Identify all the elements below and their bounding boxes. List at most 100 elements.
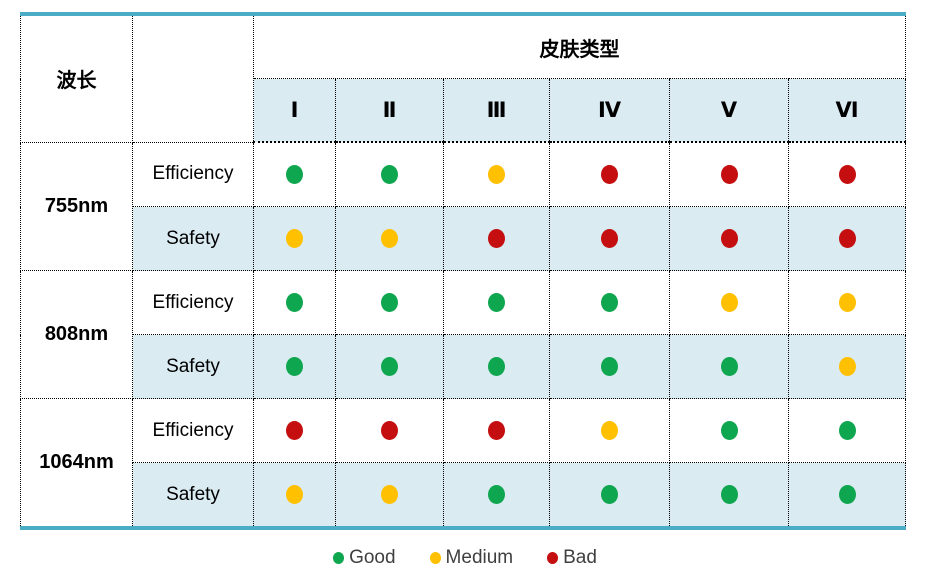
skin-type-col-2: Ⅱ — [335, 78, 444, 143]
legend-label: Good — [349, 547, 396, 568]
legend-label: Medium — [445, 547, 514, 568]
rating-cell — [253, 270, 336, 335]
good-dot-icon — [286, 293, 303, 312]
bad-dot-icon — [838, 229, 856, 248]
good-dot-icon — [286, 165, 303, 184]
wavelength-cell: 808nm — [20, 270, 133, 399]
medium-dot-icon — [601, 421, 618, 440]
bad-dot-icon — [381, 421, 398, 440]
skin-type-col-6: Ⅵ — [788, 78, 906, 143]
rating-cell — [788, 334, 906, 399]
rating-cell — [443, 270, 550, 335]
good-dot-icon — [601, 485, 618, 504]
good-dot-icon — [601, 293, 618, 312]
legend-item-good: Good — [333, 547, 396, 569]
rating-cell — [788, 142, 906, 207]
medium-dot-icon — [488, 165, 505, 184]
medium-dot-icon — [720, 293, 738, 312]
bad-dot-icon — [488, 421, 505, 440]
good-dot-icon — [381, 165, 398, 184]
skin-type-col-1: Ⅰ — [253, 78, 336, 143]
bad-dot-icon — [488, 229, 505, 248]
rating-cell — [443, 334, 550, 399]
legend: Good Medium Bad — [0, 547, 930, 569]
header-row-skin-types: Ⅰ Ⅱ Ⅲ Ⅳ Ⅴ Ⅵ — [21, 78, 906, 143]
rating-cell — [788, 398, 906, 463]
rating-cell — [549, 398, 670, 463]
good-dot-icon — [381, 293, 398, 312]
good-dot-icon — [838, 485, 856, 504]
rating-cell — [443, 142, 550, 207]
legend-item-medium: Medium — [429, 547, 514, 569]
wavelength-cell: 1064nm — [20, 398, 133, 529]
bad-dot-icon — [720, 165, 738, 184]
medium-dot-icon — [381, 485, 398, 504]
rating-cell — [788, 206, 906, 271]
row-1064nm-safety: Safety — [21, 462, 906, 529]
skin-type-col-4: Ⅳ — [549, 78, 670, 143]
rating-cell — [253, 142, 336, 207]
medium-dot-icon — [429, 552, 441, 564]
rating-cell — [335, 206, 444, 271]
metric-label: Efficiency — [132, 398, 254, 463]
row-755nm-safety: Safety — [21, 206, 906, 271]
medium-dot-icon — [286, 229, 303, 248]
rating-cell — [335, 398, 444, 463]
good-dot-icon — [838, 421, 856, 440]
rating-cell — [788, 462, 906, 529]
rating-cell — [253, 334, 336, 399]
rating-cell — [549, 334, 670, 399]
metric-column-header-empty — [132, 14, 254, 143]
row-808nm-efficiency: 808nm Efficiency — [20, 270, 906, 399]
rating-cell — [549, 142, 670, 207]
rating-cell — [669, 270, 789, 335]
rating-cell — [549, 462, 670, 529]
rating-cell — [669, 142, 789, 207]
rating-cell — [669, 334, 789, 399]
metric-label: Safety — [132, 206, 254, 271]
legend-label: Bad — [563, 547, 597, 568]
good-dot-icon — [488, 293, 505, 312]
skin-type-group-header: 皮肤类型 — [253, 14, 906, 79]
good-dot-icon — [381, 357, 398, 376]
rating-cell — [443, 398, 550, 463]
medium-dot-icon — [838, 357, 856, 376]
rating-cell — [253, 398, 336, 463]
row-1064nm-efficiency: 1064nm Efficiency — [20, 398, 906, 529]
wavelength-cell: 755nm — [20, 142, 133, 271]
metric-label: Efficiency — [132, 270, 254, 335]
header-row-groups: 波长 皮肤类型 — [20, 14, 906, 143]
good-dot-icon — [488, 485, 505, 504]
good-dot-icon — [720, 357, 738, 376]
bad-dot-icon — [601, 165, 618, 184]
skin-type-col-5: Ⅴ — [669, 78, 789, 143]
rating-cell — [669, 206, 789, 271]
rating-cell — [549, 206, 670, 271]
skin-type-col-3: Ⅲ — [443, 78, 550, 143]
bad-dot-icon — [838, 165, 856, 184]
legend-item-bad: Bad — [547, 547, 597, 569]
rating-cell — [335, 334, 444, 399]
bad-dot-icon — [547, 552, 559, 564]
rating-cell — [669, 462, 789, 529]
rating-cell — [443, 206, 550, 271]
rating-cell — [669, 398, 789, 463]
good-dot-icon — [720, 485, 738, 504]
good-dot-icon — [333, 552, 345, 564]
row-808nm-safety: Safety — [21, 334, 906, 399]
wavelength-skin-type-table: 波长 皮肤类型 Ⅰ Ⅱ Ⅲ Ⅳ Ⅴ Ⅵ 755nm Efficiency Safet… — [20, 12, 906, 530]
good-dot-icon — [488, 357, 505, 376]
rating-cell — [335, 270, 444, 335]
bad-dot-icon — [601, 229, 618, 248]
medium-dot-icon — [838, 293, 856, 312]
bad-dot-icon — [286, 421, 303, 440]
rating-cell — [788, 270, 906, 335]
rating-cell — [335, 462, 444, 529]
rating-cell — [549, 270, 670, 335]
metric-label: Safety — [132, 334, 254, 399]
rating-cell — [253, 206, 336, 271]
rating-cell — [335, 142, 444, 207]
rating-cell — [443, 462, 550, 529]
metric-label: Efficiency — [132, 142, 254, 207]
